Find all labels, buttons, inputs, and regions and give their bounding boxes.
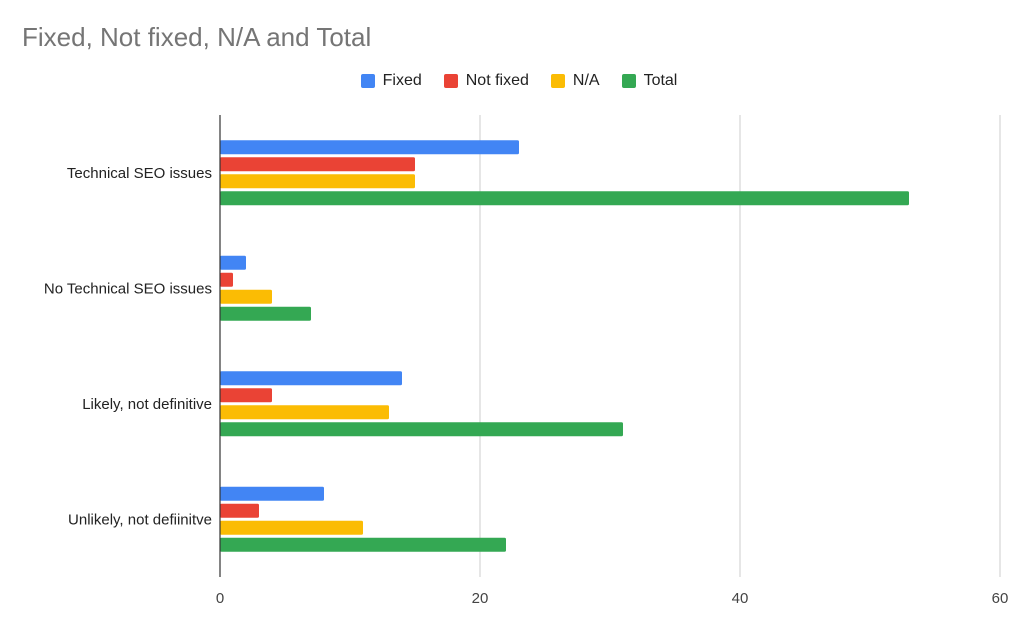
x-tick-label: 0 <box>216 590 224 607</box>
category-label: Likely, not definitive <box>82 396 212 413</box>
bar-n-a <box>220 520 363 535</box>
bar-not-fixed <box>220 272 233 287</box>
legend: Fixed Not fixed N/A Total <box>0 72 1024 90</box>
category-label: Unlikely, not defiinitve <box>68 511 212 528</box>
bar-not-fixed <box>220 503 259 518</box>
legend-swatch <box>443 74 458 88</box>
bar-fixed <box>220 486 324 501</box>
legend-swatch <box>360 74 375 88</box>
bar-fixed <box>220 371 402 386</box>
bar-total <box>220 306 311 321</box>
bar-fixed <box>220 255 246 270</box>
category-label: Technical SEO issues <box>67 165 212 182</box>
chart-title: Fixed, Not fixed, N/A and Total <box>22 22 372 52</box>
legend-item: Total <box>621 72 678 90</box>
category-label: No Technical SEO issues <box>44 280 212 297</box>
x-tick-label: 40 <box>732 590 749 607</box>
x-tick-label: 20 <box>472 590 489 607</box>
legend-item: Fixed <box>360 72 422 90</box>
bar-total <box>220 191 909 206</box>
legend-item: N/A <box>550 72 600 90</box>
bar-n-a <box>220 405 389 420</box>
legend-item: Not fixed <box>443 72 529 90</box>
bar-not-fixed <box>220 157 415 172</box>
bar-total <box>220 537 506 552</box>
bar-n-a <box>220 174 415 189</box>
legend-swatch <box>550 74 565 88</box>
x-tick-label: 60 <box>992 590 1009 607</box>
legend-swatch <box>621 74 636 88</box>
legend-label: Fixed <box>382 72 422 89</box>
legend-label: N/A <box>572 72 600 89</box>
legend-label: Not fixed <box>465 72 529 89</box>
bar-not-fixed <box>220 388 272 403</box>
bar-fixed <box>220 140 519 155</box>
legend-label: Total <box>643 72 678 89</box>
bar-n-a <box>220 289 272 304</box>
bar-total <box>220 422 623 437</box>
